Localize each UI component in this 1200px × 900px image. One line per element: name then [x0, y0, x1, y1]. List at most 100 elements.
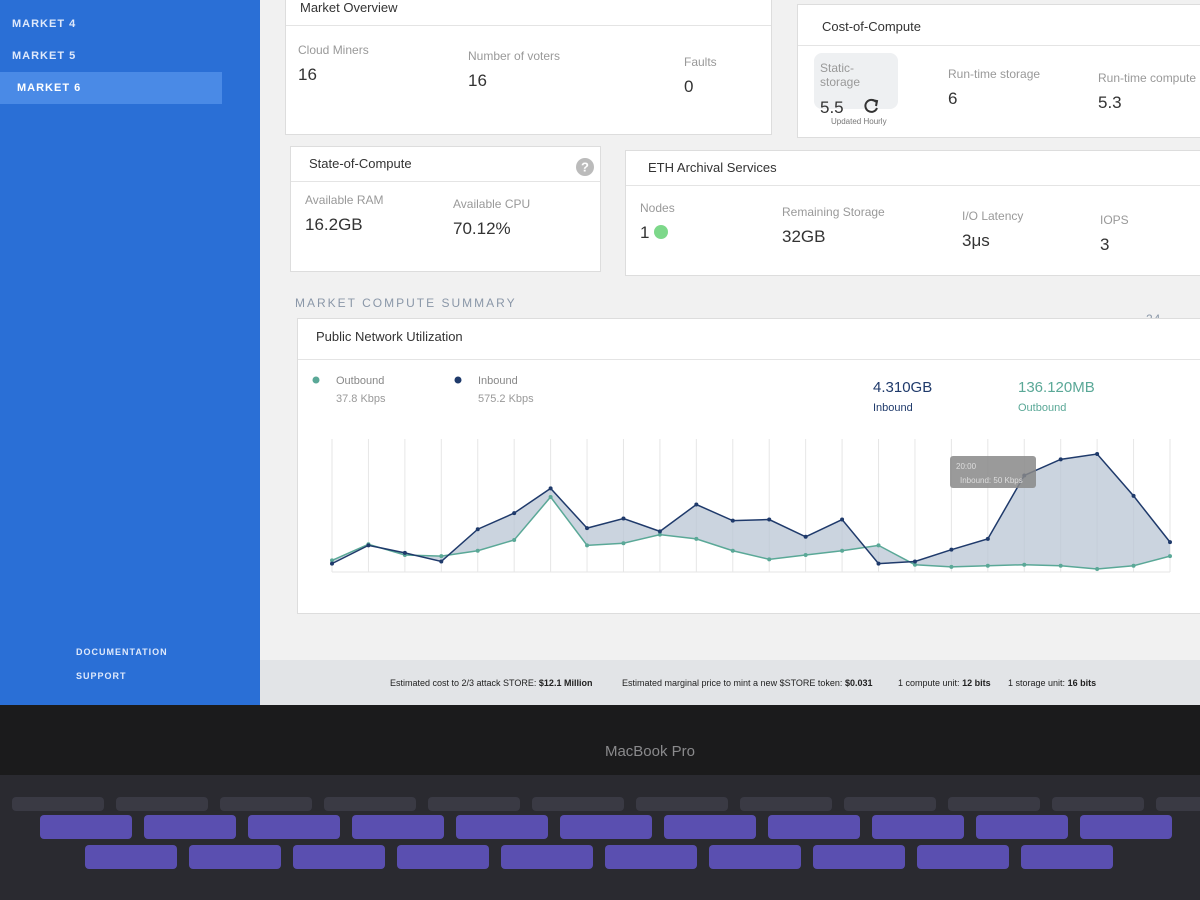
- nav-item[interactable]: MARKET 4: [12, 18, 77, 30]
- total-label: Inbound: [873, 402, 913, 414]
- point: [840, 548, 845, 553]
- help-icon[interactable]: ?: [575, 157, 595, 177]
- footer-item: 1 storage unit: 16 bits: [1008, 678, 1096, 688]
- key: [813, 845, 905, 869]
- stat: Number of voters 16: [468, 49, 560, 91]
- point: [512, 511, 517, 516]
- point: [1095, 567, 1100, 571]
- point: [949, 547, 954, 552]
- chart-title: Public Network Utilization: [298, 319, 1200, 360]
- point: [475, 527, 480, 532]
- stat: I/O Latency 3μs: [962, 209, 1023, 251]
- section-title: MARKET COMPUTE SUMMARY: [295, 296, 517, 310]
- svg-text:?: ?: [581, 160, 589, 175]
- point: [330, 561, 334, 566]
- key: [740, 797, 832, 811]
- point: [949, 564, 954, 569]
- stat-value-text: 1: [640, 223, 650, 242]
- legend-dot: [454, 376, 462, 384]
- stat: Remaining Storage 32GB: [782, 205, 885, 247]
- stat-label: Available CPU: [453, 197, 531, 211]
- legend-rate: 37.8 Kbps: [336, 393, 386, 405]
- key: [428, 797, 520, 811]
- legend-dot: [312, 376, 320, 384]
- point: [585, 526, 590, 531]
- bezel: MacBook Pro: [0, 705, 1200, 775]
- stat: Available RAM 16.2GB: [305, 193, 383, 235]
- point: [803, 534, 808, 539]
- tooltip: 20:00 Inbound: 50 Kbps: [950, 456, 1036, 488]
- footer-label: Estimated marginal price to mint a new $…: [622, 678, 843, 688]
- market-overview: Market Overview Cloud Miners 16 Number of…: [285, 0, 772, 135]
- key: [352, 815, 444, 839]
- card-title: ETH Archival Services: [626, 151, 1200, 186]
- point: [1168, 540, 1172, 545]
- card-title: Cost-of-Compute: [798, 5, 1200, 46]
- key: [948, 797, 1040, 811]
- stat-label: Faults: [684, 55, 717, 69]
- device-label: MacBook Pro: [604, 743, 696, 760]
- point: [621, 516, 626, 521]
- chart-card: Public Network Utilization Outbound 37.8 …: [297, 318, 1200, 614]
- point: [985, 536, 990, 541]
- key: [248, 815, 340, 839]
- stat: Run-time compute 5.3: [1098, 71, 1196, 113]
- point: [694, 502, 699, 507]
- point: [730, 518, 735, 523]
- key: [844, 797, 936, 811]
- nav-link[interactable]: DOCUMENTATION: [76, 647, 168, 657]
- key: [709, 845, 801, 869]
- tooltip-text: Inbound: 50 Kbps: [960, 476, 1023, 485]
- stat-label: I/O Latency: [962, 209, 1024, 223]
- point: [1131, 563, 1136, 568]
- stat-value: 70.12%: [453, 219, 511, 238]
- stat-label: Run-time storage: [948, 67, 1041, 81]
- point: [621, 541, 626, 546]
- refresh-icon[interactable]: [862, 97, 880, 115]
- footer-item: Estimated cost to 2/3 attack STORE: $12.…: [390, 678, 592, 688]
- sidebar: MARKET 4 MARKET 5 MARKET 6 DOCUMENTATION…: [0, 0, 260, 705]
- total-value: 136.120MB: [1018, 379, 1095, 396]
- total-value: 4.310GB: [873, 379, 932, 396]
- tooltip-box: [950, 456, 1036, 488]
- stat-value: 16: [298, 65, 317, 84]
- stat: Nodes 1: [640, 201, 675, 243]
- key: [636, 797, 728, 811]
- point: [767, 517, 772, 522]
- point: [366, 543, 371, 548]
- nav-link[interactable]: SUPPORT: [76, 671, 127, 681]
- key: [456, 815, 548, 839]
- point: [1022, 562, 1027, 567]
- tooltip-time: 20:00: [956, 462, 977, 471]
- stat-value: 1: [640, 223, 675, 243]
- point: [1131, 493, 1136, 498]
- stat[interactable]: Static-storage 5.5: [814, 53, 898, 117]
- footer-label: 1 compute unit:: [898, 678, 960, 688]
- stat-value: 5.5: [820, 97, 892, 118]
- key: [116, 797, 208, 811]
- point: [330, 558, 334, 563]
- stat-value-text: 5.5: [820, 98, 844, 117]
- footer-value: $12.1 Million: [538, 678, 593, 688]
- key: [220, 797, 312, 811]
- stat-label: Available RAM: [305, 193, 384, 207]
- nav-item[interactable]: MARKET 6: [0, 72, 222, 104]
- point: [657, 529, 662, 534]
- stat-value: 0: [684, 77, 694, 96]
- key: [40, 815, 132, 839]
- footer-label: Estimated cost to 2/3 attack STORE:: [390, 678, 537, 688]
- footer-value: $0.031: [844, 678, 873, 688]
- point: [439, 554, 444, 559]
- key: [664, 815, 756, 839]
- stat-value: 3: [1100, 235, 1110, 254]
- stat: Cloud Miners 16: [298, 43, 369, 85]
- key: [144, 815, 236, 839]
- point: [1058, 563, 1063, 568]
- point: [439, 559, 444, 564]
- stat-label: Static-storage: [820, 61, 861, 89]
- point: [402, 550, 407, 555]
- stat: Faults 0: [684, 55, 717, 97]
- nav-item[interactable]: MARKET 5: [12, 50, 77, 62]
- eth-archival: ETH Archival Services Nodes 1 Remaining S…: [625, 150, 1200, 276]
